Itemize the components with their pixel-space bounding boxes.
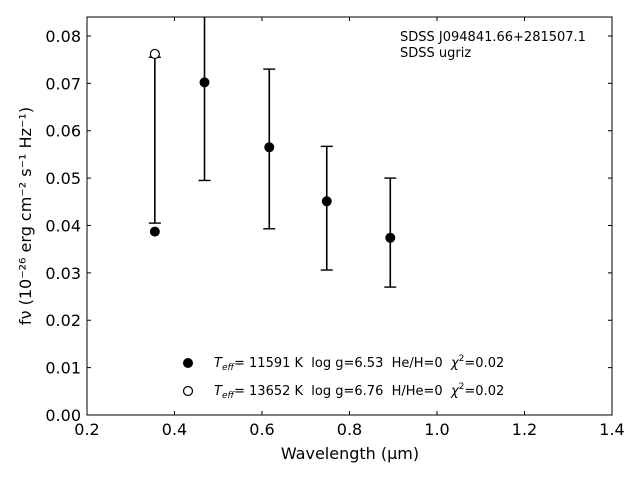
x-tick-label: 0.2 xyxy=(74,420,99,439)
legend-entry-2: Teff= 13652 K log g=6.76 H/He=0 χ2=0.02 xyxy=(214,382,504,401)
y-tick-label: 0.00 xyxy=(45,406,81,425)
data-points xyxy=(149,48,396,243)
y-tick-label: 0.05 xyxy=(45,169,81,188)
model-point-filled xyxy=(264,142,275,153)
x-axis: 0.2 0.4 0.6 0.8 1.0 1.2 1.4 xyxy=(74,17,625,439)
x-axis-label: Wavelength (μm) xyxy=(281,444,419,463)
legend-entry-1: Teff= 11591 K log g=6.53 He/H=0 χ2=0.02 xyxy=(214,354,504,373)
x-tick-label: 0.6 xyxy=(249,420,274,439)
model-point-filled xyxy=(321,196,332,207)
y-axis: 0.00 0.01 0.02 0.03 0.04 0.05 0.06 0.07 0.08 xyxy=(45,27,612,425)
legend: Teff= 11591 K log g=6.53 He/H=0 χ2=0.02 … xyxy=(182,354,504,401)
annotation-line-1: SDSS J094841.66+281507.1 xyxy=(400,30,586,45)
model-point-open xyxy=(149,48,160,60)
y-tick-label: 0.07 xyxy=(45,74,81,93)
y-axis-label: fν (10⁻²⁶ erg cm⁻² s⁻¹ Hz⁻¹) xyxy=(16,107,35,325)
y-tick-label: 0.01 xyxy=(45,359,81,378)
y-tick-label: 0.06 xyxy=(45,122,81,141)
error-bars xyxy=(148,17,397,288)
x-tick-label: 0.8 xyxy=(337,420,362,439)
x-tick-label: 1.2 xyxy=(512,420,537,439)
model-point-filled xyxy=(385,232,396,243)
x-tick-label: 0.4 xyxy=(162,420,187,439)
annotation-line-2: SDSS ugriz xyxy=(400,46,471,61)
legend-marker-open xyxy=(182,385,194,397)
plot-area xyxy=(86,16,613,416)
y-tick-label: 0.08 xyxy=(45,27,81,46)
x-tick-label: 1.0 xyxy=(424,420,449,439)
model-point-filled xyxy=(199,77,210,88)
legend-marker-filled xyxy=(183,358,193,368)
y-tick-label: 0.03 xyxy=(45,264,81,283)
y-tick-label: 0.02 xyxy=(45,311,81,330)
model-point-filled xyxy=(149,226,160,237)
y-tick-label: 0.04 xyxy=(45,216,81,235)
x-tick-label: 1.4 xyxy=(599,420,624,439)
